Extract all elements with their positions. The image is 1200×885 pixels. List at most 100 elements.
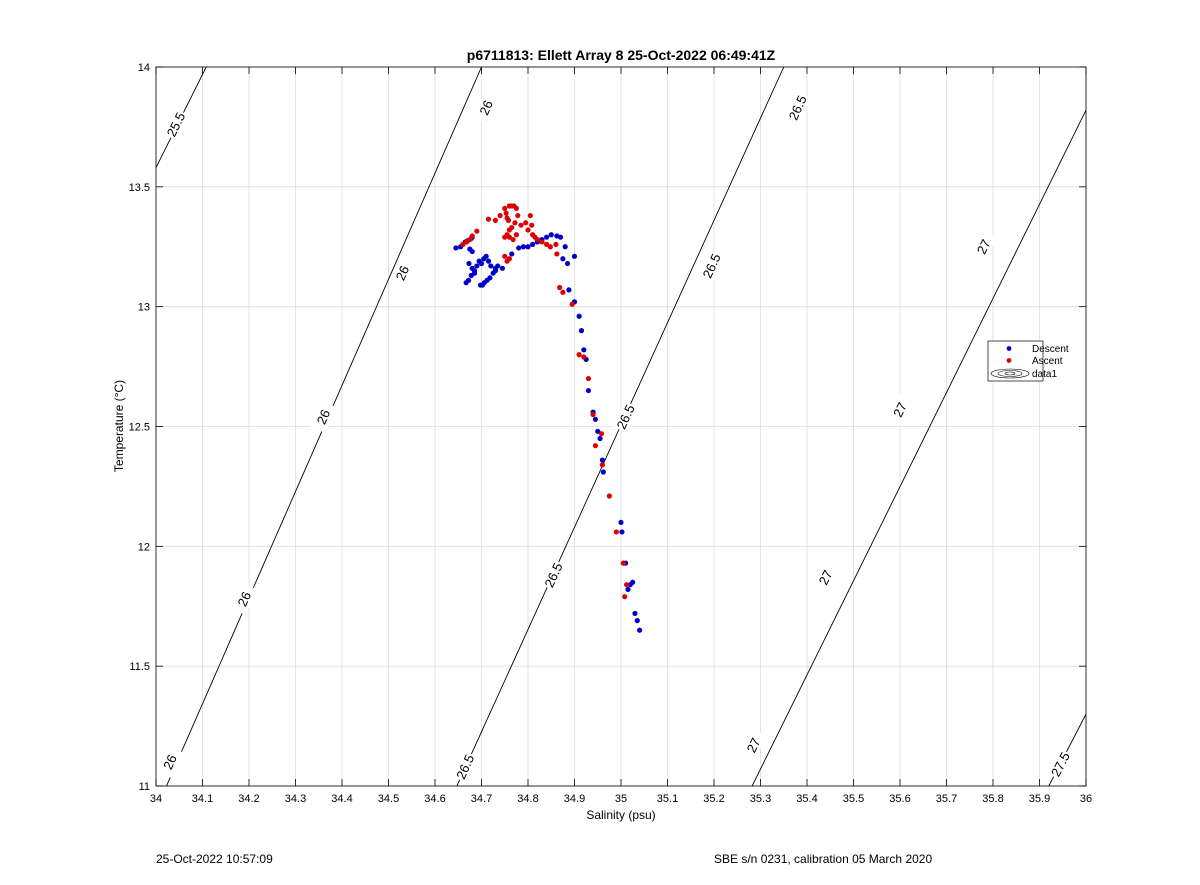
x-tick-label: 34.3 [285, 793, 306, 805]
ascent-point [492, 217, 499, 223]
legend: Descent Ascent data1 [987, 340, 1069, 382]
descent-point [509, 251, 515, 257]
density-contour-27 [751, 109, 1086, 786]
x-tick-label: 34.9 [564, 793, 585, 805]
x-tick-label: 34 [150, 793, 162, 805]
ascent-point [497, 212, 503, 219]
y-tick-label: 14 [138, 62, 150, 74]
footer-calibration: SBE s/n 0231, calibration 05 March 2020 [714, 852, 933, 866]
x-tick-label: 35.9 [1029, 793, 1050, 805]
descent-point [492, 268, 499, 274]
y-tick-label: 11 [139, 781, 150, 793]
contour-label-background [612, 400, 639, 433]
contour-label-background [784, 91, 811, 124]
contour-label-background [157, 745, 183, 779]
ascent-point [474, 228, 480, 234]
legend-label-data1: data1 [1032, 369, 1057, 380]
ascent-point [581, 354, 587, 360]
density-contour-labels: 25.5262626262626.526.526.526.526.5272727… [157, 91, 1074, 783]
ascent-point [502, 205, 508, 212]
x-tick-label: 35.4 [796, 793, 817, 805]
contour-label-background [389, 257, 416, 290]
ascent-point [525, 227, 531, 233]
x-tick-label: 34.4 [331, 793, 352, 805]
axis-ticks: 34 34.1 34.2 34.3 34.4 34.5 34.6 34.7 34.8 34.9 35… [129, 62, 1093, 805]
descent-point [471, 270, 478, 276]
descent-point [600, 469, 606, 475]
descent-point [560, 256, 566, 262]
descent-point [487, 275, 493, 281]
contour-label-background [812, 561, 839, 594]
x-tick-label: 35.8 [982, 793, 1003, 805]
ascent-point [590, 411, 596, 418]
contour-label-background [452, 750, 479, 783]
x-tick-label: 35.5 [843, 793, 864, 805]
ascent-point [560, 289, 566, 295]
ascent-point [623, 582, 630, 588]
contour-label-background [231, 583, 258, 616]
ascent-point [534, 236, 540, 243]
ascent-point [598, 431, 605, 437]
descent-point [544, 234, 550, 240]
descent-point [466, 260, 472, 267]
ascent-point [506, 256, 512, 262]
descent-point [483, 253, 489, 259]
y-tick-label: 12 [138, 541, 150, 553]
series-descent [453, 232, 643, 633]
contour-label-background [540, 559, 567, 592]
contour-label: 27 [816, 568, 836, 588]
descent-point [632, 610, 638, 617]
ascent-point [576, 352, 582, 358]
descent-point [478, 260, 485, 267]
descent-point [625, 586, 631, 593]
density-contour-26 [166, 67, 482, 786]
descent-point [576, 313, 582, 319]
descent-point [530, 241, 536, 247]
ascent-point [539, 239, 545, 245]
descent-point [595, 428, 601, 434]
descent-point [597, 435, 603, 442]
ascent-point [569, 301, 575, 307]
ascent-point [506, 234, 512, 240]
ascent-point [554, 251, 560, 257]
contour-label: 27 [890, 400, 910, 420]
descent-point [453, 245, 459, 251]
ascent-point [585, 375, 592, 382]
contour-label-background [162, 108, 190, 141]
descent-point [495, 263, 501, 269]
ascent-point [460, 241, 466, 247]
x-tick-label: 35.2 [703, 793, 724, 805]
x-tick-label: 35.7 [936, 793, 957, 805]
ascent-point [502, 234, 508, 240]
ascent-point [506, 227, 512, 233]
ascent-point [620, 560, 626, 566]
ascent-point [503, 210, 509, 216]
descent-point [585, 387, 592, 394]
ascent-point [469, 233, 475, 239]
contour-label: 27 [744, 735, 764, 755]
descent-point [548, 232, 554, 238]
descent-point [619, 529, 625, 535]
chart-title: p6711813: Ellett Array 8 25-Oct-2022 06:… [467, 47, 776, 63]
descent-point [566, 287, 572, 293]
ascent-point [502, 253, 508, 259]
contour-label-background [473, 91, 500, 124]
contour-label: 26 [476, 98, 496, 117]
x-tick-label: 34.7 [471, 793, 492, 805]
y-tick-label: 13 [138, 302, 150, 314]
descent-point [578, 328, 585, 334]
descent-point [634, 618, 640, 624]
contour-label-background [310, 400, 337, 433]
descent-point [474, 263, 480, 269]
legend-marker-contour [990, 368, 1030, 379]
contour-label-background [740, 729, 767, 762]
contour-label: 26 [235, 589, 255, 608]
contour-label: 26 [160, 752, 180, 771]
legend-marker-descent [1006, 346, 1012, 351]
ascent-point [485, 216, 492, 222]
ascent-point [622, 594, 628, 600]
y-tick-label: 13.5 [129, 182, 150, 194]
ascent-point [544, 241, 550, 247]
x-tick-label: 34.8 [517, 793, 538, 805]
